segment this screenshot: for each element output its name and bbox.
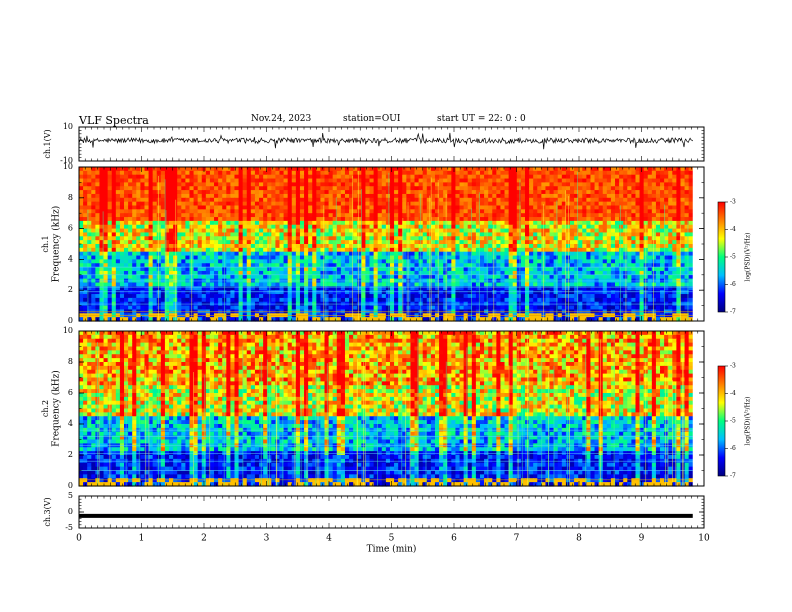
ylabel-wave3: ch.3(V) <box>43 497 52 526</box>
ytick-label: 8 <box>68 193 73 202</box>
xtick-label: 7 <box>514 534 520 544</box>
ylabel-frequency: Frequency (kHz) <box>51 206 62 283</box>
xtick-label: 0 <box>76 534 82 544</box>
colorbar-spec2 <box>717 365 726 477</box>
colorbar-tick-label: -3 <box>730 363 736 370</box>
colorbar-tick-label: -5 <box>730 254 736 261</box>
colorbar-tick-label: -5 <box>730 418 736 425</box>
ytick-label: 10 <box>63 326 73 335</box>
ytick-label: 2 <box>68 285 73 294</box>
ytick-label: -10 <box>60 156 73 165</box>
colorbar-tick-label: -7 <box>730 309 736 316</box>
ylabel-wave1: ch.1(V) <box>43 129 52 158</box>
figure-title: VLF Spectra <box>79 114 149 127</box>
station-label: station=OUI <box>343 114 401 124</box>
panel-frame-1 <box>78 126 705 162</box>
colorbar-tick-label: -6 <box>730 281 736 288</box>
ylabel-channel: ch.1 <box>41 235 50 252</box>
xtick-label: 2 <box>201 534 207 544</box>
ytick-label: 5 <box>68 491 73 500</box>
xtick-label: 3 <box>264 534 270 544</box>
xtick-label: 1 <box>139 534 145 544</box>
colorbar-tick-label: -4 <box>730 390 736 397</box>
xtick-label: 4 <box>326 534 332 544</box>
colorbar-label: log(PSD)(V²/Hz) <box>745 397 752 446</box>
ch1-waveform <box>78 132 694 150</box>
xtick-label: 8 <box>576 534 582 544</box>
ytick-label: 6 <box>68 224 73 233</box>
ylabel-frequency: Frequency (kHz) <box>51 370 62 447</box>
colorbar-tick-label: -6 <box>730 445 736 452</box>
ytick-label: 4 <box>68 254 73 263</box>
xtick-label: 9 <box>639 534 645 544</box>
xaxis-label: Time (min) <box>367 544 417 555</box>
colorbar-spec1 <box>717 201 726 313</box>
ytick-label: -5 <box>65 523 73 532</box>
date-label: Nov.24, 2023 <box>251 114 312 124</box>
ytick-label: 6 <box>68 388 73 397</box>
colorbar-tick-label: -7 <box>730 473 736 480</box>
ytick-label: 2 <box>68 450 73 459</box>
ytick-label: 4 <box>68 419 73 428</box>
xtick-label: 5 <box>389 534 395 544</box>
ytick-label: 10 <box>63 122 73 131</box>
xtick-label: 10 <box>698 534 710 544</box>
ylabel-channel: ch.2 <box>41 400 50 417</box>
spec1-image <box>79 167 704 322</box>
ytick-label: 0 <box>68 316 73 325</box>
colorbar-label: log(PSD)(V²/Hz) <box>745 233 752 282</box>
ytick-label: 0 <box>68 481 73 490</box>
ytick-label: 10 <box>63 162 73 171</box>
ytick-label: 0 <box>68 507 73 516</box>
start-time-label: start UT = 22: 0 : 0 <box>437 114 526 124</box>
xtick-label: 6 <box>451 534 457 544</box>
colorbar-tick-label: -3 <box>730 199 736 206</box>
spec2-image <box>79 331 704 487</box>
ytick-label: 8 <box>68 357 73 366</box>
colorbar-tick-label: -4 <box>730 226 736 233</box>
